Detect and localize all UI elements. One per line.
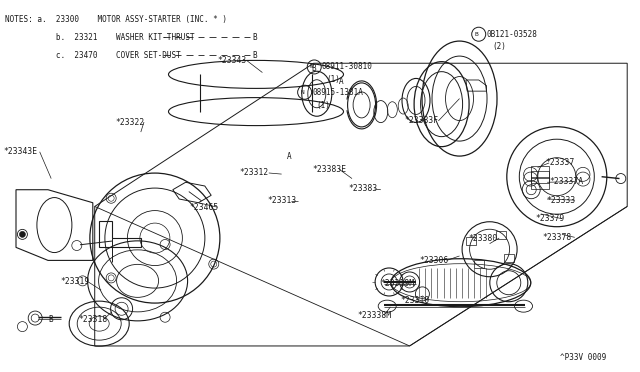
- Text: N: N: [300, 90, 304, 95]
- Bar: [504, 254, 514, 262]
- Text: b.  23321    WASHER KIT-THRUST: b. 23321 WASHER KIT-THRUST: [5, 33, 195, 42]
- Bar: [495, 231, 506, 238]
- Text: *23337: *23337: [545, 158, 575, 167]
- Text: *23343: *23343: [218, 56, 247, 65]
- Bar: [465, 237, 476, 245]
- Text: *23338M: *23338M: [357, 311, 391, 320]
- Text: (2): (2): [493, 42, 507, 51]
- Text: *23383F: *23383F: [404, 116, 438, 125]
- Text: *23378: *23378: [543, 233, 572, 242]
- Text: *23313: *23313: [268, 196, 297, 205]
- Text: *23337A: *23337A: [549, 177, 583, 186]
- Text: *23318: *23318: [78, 315, 108, 324]
- Text: W: W: [310, 64, 314, 70]
- Text: B: B: [311, 64, 316, 73]
- Text: *23306: *23306: [419, 256, 449, 265]
- Text: *23465: *23465: [189, 203, 219, 212]
- Text: NOTES: a.  23300    MOTOR ASSY-STARTER (INC. * ): NOTES: a. 23300 MOTOR ASSY-STARTER (INC.…: [5, 15, 227, 24]
- Text: *23310: *23310: [401, 296, 430, 305]
- Text: B: B: [253, 51, 257, 60]
- Text: *23319M: *23319M: [380, 279, 414, 288]
- Text: A: A: [287, 152, 291, 161]
- Text: *23312: *23312: [239, 169, 269, 177]
- Text: (1): (1): [317, 101, 331, 110]
- Text: 08915-1381A: 08915-1381A: [312, 88, 363, 97]
- Text: *23379: *23379: [535, 214, 564, 223]
- Text: 08911-30810: 08911-30810: [322, 62, 372, 71]
- Text: B: B: [474, 32, 478, 37]
- Bar: [531, 177, 549, 189]
- Text: *23380: *23380: [468, 234, 498, 243]
- Text: (1): (1): [326, 76, 340, 84]
- Text: B: B: [253, 33, 257, 42]
- Text: *23319: *23319: [61, 278, 90, 286]
- Text: B: B: [48, 315, 52, 324]
- Text: 0B121-03528: 0B121-03528: [486, 30, 537, 39]
- Circle shape: [19, 231, 26, 237]
- Text: ^P33V 0009: ^P33V 0009: [560, 353, 606, 362]
- Text: *23383E: *23383E: [312, 165, 346, 174]
- Text: c.  23470    COVER SET-DUST: c. 23470 COVER SET-DUST: [5, 51, 181, 60]
- Text: *23343E: *23343E: [3, 147, 37, 156]
- Bar: [531, 166, 549, 177]
- Text: A: A: [339, 77, 344, 86]
- Text: *23322: *23322: [115, 118, 145, 126]
- Text: *23383: *23383: [348, 185, 378, 193]
- Text: *23333: *23333: [547, 196, 576, 205]
- Bar: [531, 171, 549, 183]
- Bar: [474, 260, 484, 268]
